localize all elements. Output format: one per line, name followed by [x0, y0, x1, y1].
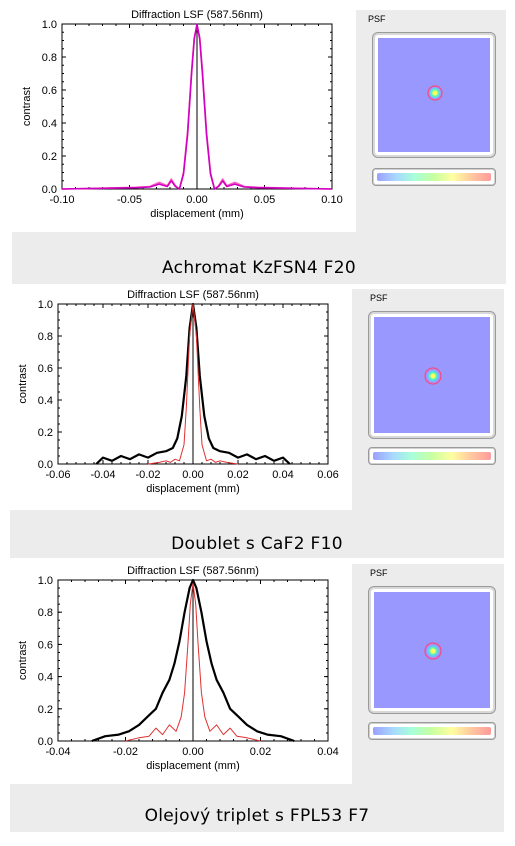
y-tick-label: 0.2 [38, 427, 53, 439]
y-tick-label: 0.4 [38, 395, 53, 407]
y-tick-label: 1.0 [38, 575, 53, 587]
y-tick-label: 0.0 [38, 459, 53, 471]
x-tick-label: -0.02 [135, 469, 160, 481]
psf-panel: PSF [352, 564, 504, 784]
series-line [61, 23, 333, 190]
x-axis-label: displacement (mm) [146, 760, 240, 772]
caption-band: Doublet s CaF2 F10 [10, 510, 504, 558]
y-tick-label: 0.8 [38, 331, 53, 343]
y-tick-label: 1.0 [38, 299, 53, 311]
chart-title: Diffraction LSF (587.56nm) [127, 289, 259, 301]
colorbar [373, 452, 491, 460]
lsf-chart-2: Diffraction LSF (587.56nm) 0.0 0.2 0.4 0.6 0.… [10, 286, 350, 508]
x-tick-label: 0.00 [186, 194, 207, 206]
series-line [125, 582, 261, 742]
x-tick-label: 0.04 [317, 746, 338, 758]
y-tick-label: 0.6 [42, 85, 57, 97]
y-axis-label: contrast [21, 87, 33, 126]
y-tick-label: 0.4 [38, 672, 53, 684]
x-tick-label: -0.06 [45, 469, 70, 481]
y-tick-label: 0.0 [38, 736, 53, 748]
y-tick-label: 0.8 [38, 607, 53, 619]
psf-panel: PSF [356, 10, 506, 232]
x-tick-label: 0.10 [321, 194, 342, 206]
lsf-chart-3: Diffraction LSF (587.56nm) 0.0 0.2 0.4 0.6 0.… [10, 562, 350, 784]
psf-image-frame [372, 32, 496, 158]
psf-panel: PSF [352, 289, 504, 511]
y-tick-label: 0.2 [42, 151, 57, 163]
lsf-chart-1: Diffraction LSF (587.56nm) 0.0 0.2 0.4 0.6 0.… [10, 6, 354, 230]
psf-spot [424, 642, 442, 660]
x-axis-label: displacement (mm) [146, 483, 240, 495]
x-tick-label: -0.10 [49, 194, 74, 206]
colorbar-frame [372, 168, 496, 186]
y-tick-label: 0.6 [38, 363, 53, 375]
caption: Olejový triplet s FPL53 F7 [144, 806, 370, 826]
y-tick-label: 0.2 [38, 704, 53, 716]
y-tick-label: 0.6 [38, 639, 53, 651]
x-tick-label: 0.04 [272, 469, 293, 481]
psf-label: PSF [368, 14, 386, 24]
y-tick-label: 0.8 [42, 52, 57, 64]
colorbar [377, 173, 491, 181]
chart-title: Diffraction LSF (587.56nm) [131, 9, 263, 21]
caption: Achromat KzFSN4 F20 [162, 258, 356, 278]
colorbar-frame [368, 447, 496, 465]
caption: Doublet s CaF2 F10 [171, 534, 343, 554]
x-tick-label: 0.00 [182, 746, 203, 758]
lsf-chart-svg: Diffraction LSF (587.56nm) 0.0 0.2 0.4 0.6 0.… [21, 9, 343, 220]
psf-spot [427, 85, 443, 101]
x-tick-label: 0.00 [182, 469, 203, 481]
lsf-chart-svg: Diffraction LSF (587.56nm) 0.0 0.2 0.4 0.6 0.… [17, 565, 339, 772]
x-tick-label: 0.05 [254, 194, 275, 206]
y-axis-label: contrast [17, 641, 29, 680]
x-tick-label: -0.05 [117, 194, 142, 206]
y-axis-label: contrast [17, 364, 29, 403]
x-axis-label: displacement (mm) [150, 208, 244, 220]
caption-band: Achromat KzFSN4 F20 [12, 232, 506, 284]
psf-image-frame [368, 311, 496, 439]
lsf-chart-svg: Diffraction LSF (587.56nm) 0.0 0.2 0.4 0.6 0.… [17, 289, 339, 495]
y-tick-label: 0.4 [42, 118, 57, 130]
psf-label: PSF [370, 293, 388, 303]
x-tick-label: -0.04 [45, 746, 70, 758]
x-tick-label: 0.02 [250, 746, 271, 758]
chart-title: Diffraction LSF (587.56nm) [127, 565, 259, 577]
psf-label: PSF [370, 568, 388, 578]
x-tick-label: -0.02 [113, 746, 138, 758]
x-tick-label: 0.02 [227, 469, 248, 481]
x-tick-label: 0.06 [317, 469, 338, 481]
series-line [147, 303, 239, 465]
y-tick-label: 0.0 [42, 184, 57, 196]
psf-image-frame [368, 586, 496, 714]
y-tick-label: 1.0 [42, 19, 57, 31]
colorbar-frame [368, 722, 496, 740]
colorbar [373, 727, 491, 735]
x-tick-label: -0.04 [90, 469, 115, 481]
psf-spot [424, 367, 442, 385]
caption-band: Olejový triplet s FPL53 F7 [10, 784, 504, 832]
series-line [91, 578, 295, 743]
